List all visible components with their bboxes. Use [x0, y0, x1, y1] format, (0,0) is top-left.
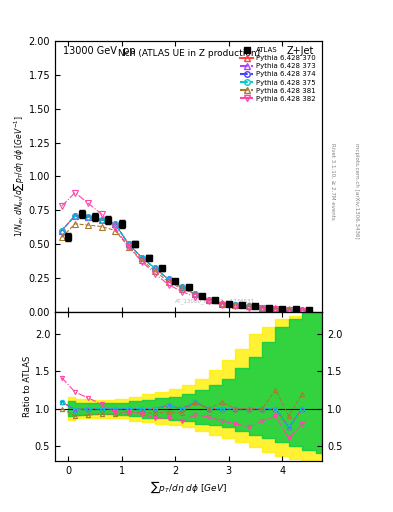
X-axis label: $\sum p_T/d\eta\ d\phi\ [GeV]$: $\sum p_T/d\eta\ d\phi\ [GeV]$	[150, 480, 227, 495]
Text: 13000 GeV  pp: 13000 GeV pp	[63, 47, 136, 56]
Y-axis label: $1/N_{ev}\ dN_{ev}/d\sum p_T/d\eta\ d\phi\ [GeV^{-1}]$: $1/N_{ev}\ dN_{ev}/d\sum p_T/d\eta\ d\ph…	[12, 116, 26, 237]
Text: AT_13000_d49_x1_y1736531: AT_13000_d49_x1_y1736531	[175, 298, 255, 304]
Text: Z+Jet: Z+Jet	[287, 47, 314, 56]
Legend: ATLAS, Pythia 6.428 370, Pythia 6.428 373, Pythia 6.428 374, Pythia 6.428 375, P: ATLAS, Pythia 6.428 370, Pythia 6.428 37…	[237, 45, 319, 104]
Text: mcplots.cern.ch [arXiv:1306.3436]: mcplots.cern.ch [arXiv:1306.3436]	[354, 143, 359, 239]
Text: Rivet 3.1.10, ≥ 2.7M events: Rivet 3.1.10, ≥ 2.7M events	[330, 143, 335, 220]
Text: Nch (ATLAS UE in Z production): Nch (ATLAS UE in Z production)	[118, 49, 260, 58]
Y-axis label: Ratio to ATLAS: Ratio to ATLAS	[23, 356, 32, 417]
